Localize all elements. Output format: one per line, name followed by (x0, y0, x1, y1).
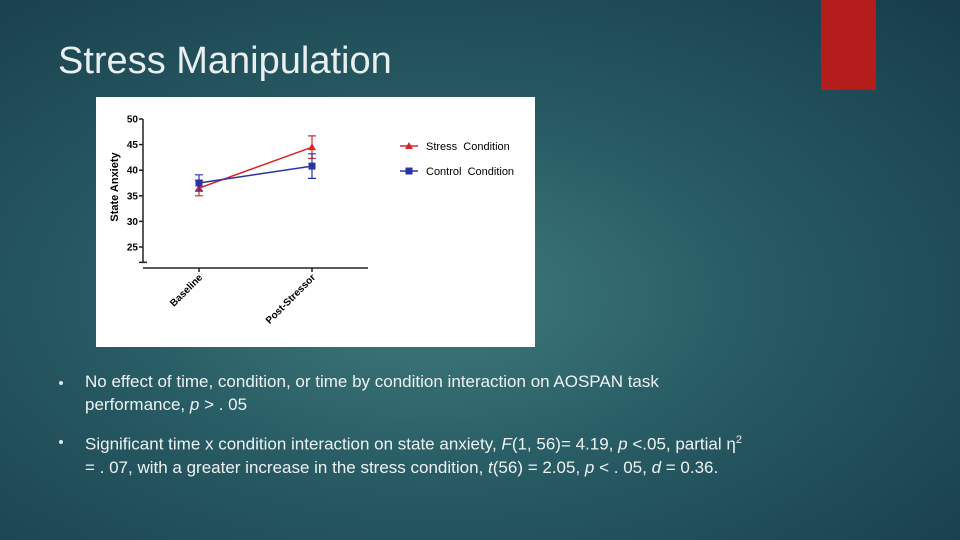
text: p (584, 457, 595, 477)
text: p (618, 434, 628, 454)
text: (56) = 2.05, (492, 457, 585, 477)
y-tick-label: 40 (127, 166, 139, 177)
text: d (651, 457, 662, 477)
text: p (189, 395, 200, 414)
legend-label: Stress Condition (426, 141, 510, 153)
text: No effect of time, condition, or time by… (85, 372, 659, 414)
point (195, 179, 203, 187)
text: = . 07, with a greater increase in the s… (85, 457, 489, 477)
text: <.05, partial η (627, 434, 736, 454)
bullet-dot (59, 440, 63, 444)
series-line (198, 146, 313, 189)
text: (1, 56)= 4.19, (511, 434, 619, 454)
point (405, 142, 413, 149)
text: Significant time x condition interaction… (85, 434, 502, 454)
point (308, 143, 316, 151)
slide-title: Stress Manipulation (58, 40, 392, 82)
text: t (488, 457, 493, 477)
bullet: No effect of time, condition, or time by… (85, 370, 745, 416)
y-tick-label: 50 (127, 115, 139, 126)
y-tick-label: 45 (127, 140, 139, 151)
x-tick-label: Baseline (168, 272, 205, 309)
y-tick-label: 35 (127, 191, 139, 202)
accent-bar (821, 0, 876, 90)
x-tick-label: Post-Stressor (264, 272, 318, 326)
text: > . 05 (199, 395, 248, 414)
point (308, 162, 316, 170)
text: = 0.36. (661, 457, 719, 477)
y-axis-label: State Anxiety (109, 151, 121, 221)
text: < . 05, (594, 457, 652, 477)
bullet: Significant time x condition interaction… (85, 429, 745, 479)
y-tick-label: 30 (127, 217, 139, 228)
text: F (501, 434, 512, 454)
legend-label: Control Condition (426, 166, 514, 178)
series-line (198, 165, 313, 184)
bullet-dot (59, 381, 63, 385)
y-tick-label: 25 (127, 243, 139, 254)
chart: State Anxiety 25 30 35 40 45 50 Baseline Post-S… (96, 97, 535, 347)
text: 2 (735, 434, 742, 446)
point (405, 167, 413, 175)
